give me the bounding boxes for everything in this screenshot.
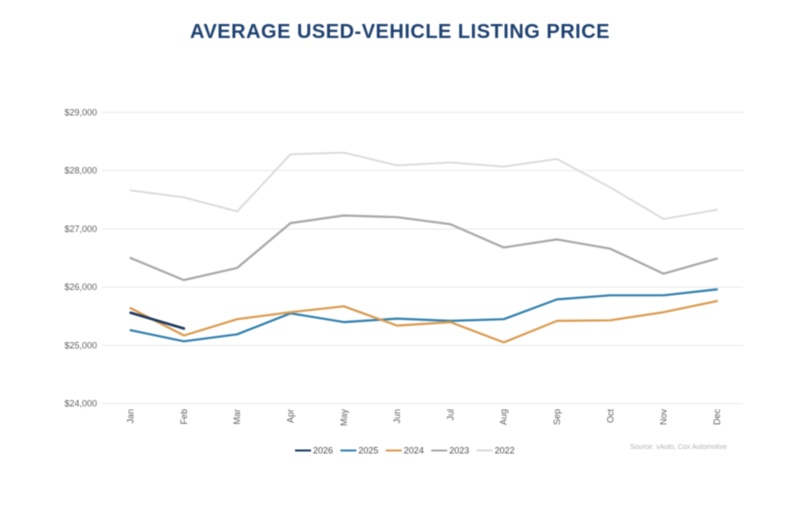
svg-text:Jun: Jun [392,409,402,424]
svg-text:Sep: Sep [552,409,562,425]
svg-text:Feb: Feb [179,409,189,425]
svg-text:2024: 2024 [404,446,424,456]
svg-text:Apr: Apr [286,409,296,423]
svg-text:Aug: Aug [499,409,509,425]
svg-text:Mar: Mar [232,409,242,425]
svg-text:Dec: Dec [712,409,722,426]
svg-text:Source: vAuto, Cox Automotive: Source: vAuto, Cox Automotive [630,444,727,451]
svg-text:$29,000: $29,000 [64,107,97,117]
svg-text:2026: 2026 [313,446,333,456]
svg-text:2022: 2022 [495,446,515,456]
svg-text:$26,000: $26,000 [64,282,97,292]
svg-text:2023: 2023 [449,446,469,456]
svg-text:Nov: Nov [659,409,669,426]
svg-text:Jan: Jan [126,409,136,424]
svg-text:Jul: Jul [445,409,455,421]
svg-text:Oct: Oct [605,409,615,424]
svg-text:$28,000: $28,000 [64,166,97,176]
svg-text:2025: 2025 [358,446,378,456]
svg-text:May: May [339,409,349,427]
svg-text:$27,000: $27,000 [64,224,97,234]
svg-text:$25,000: $25,000 [64,340,97,350]
svg-text:$24,000: $24,000 [64,399,97,409]
